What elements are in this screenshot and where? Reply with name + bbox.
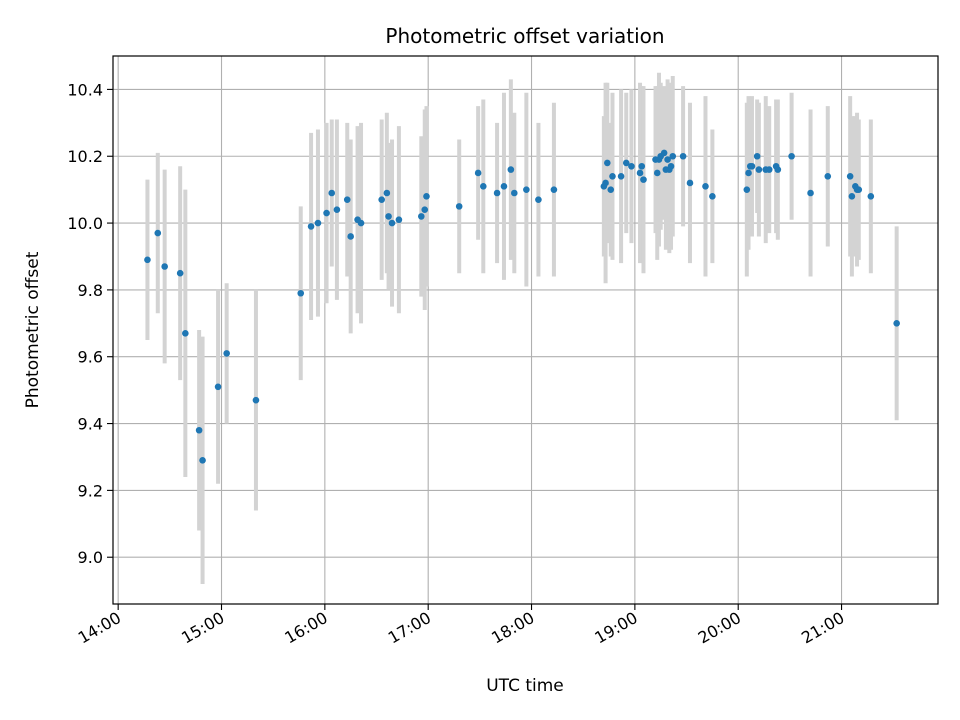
data-point — [507, 166, 515, 173]
data-point — [493, 189, 501, 197]
data-point — [702, 183, 709, 190]
data-point — [195, 426, 203, 434]
data-point — [686, 179, 694, 187]
data-point — [709, 193, 716, 200]
data-point — [550, 186, 558, 193]
data-point — [664, 156, 671, 163]
data-point — [182, 330, 189, 337]
data-point — [161, 263, 168, 270]
data-point — [523, 186, 530, 193]
data-point — [660, 149, 668, 157]
data-point — [328, 189, 336, 197]
data-point — [846, 172, 854, 180]
data-point — [667, 162, 675, 170]
data-point — [333, 206, 341, 214]
data-point — [788, 152, 795, 160]
data-point — [607, 186, 615, 193]
data-point — [535, 196, 542, 203]
data-point — [622, 159, 630, 167]
data-point — [640, 176, 647, 183]
data-point — [617, 172, 625, 180]
data-point — [357, 219, 365, 227]
data-point — [176, 269, 184, 277]
data-point — [653, 169, 661, 177]
data-point — [223, 350, 230, 357]
y-tick-label: 10.0 — [67, 214, 103, 233]
data-point — [199, 457, 206, 464]
y-tick-label: 9.6 — [78, 348, 103, 367]
y-tick-label: 9.4 — [78, 415, 103, 434]
data-point — [753, 152, 761, 160]
data-point — [144, 256, 151, 264]
data-point — [774, 166, 782, 173]
data-point — [252, 396, 260, 404]
data-point — [385, 213, 392, 220]
data-point — [765, 166, 773, 173]
data-points — [144, 149, 900, 464]
data-point — [743, 186, 751, 193]
data-point — [421, 206, 429, 214]
data-point — [347, 233, 354, 240]
data-point — [602, 179, 609, 187]
data-point — [378, 196, 385, 203]
y-tick-label: 10.2 — [67, 147, 103, 166]
data-point — [323, 209, 330, 217]
plot-frame — [112, 55, 939, 605]
data-point — [154, 229, 162, 237]
x-axis-title: UTC time — [486, 676, 564, 696]
data-point — [893, 320, 900, 327]
data-point — [807, 189, 814, 197]
data-point — [755, 166, 763, 173]
chart-title: Photometric offset variation — [385, 24, 664, 48]
data-point — [417, 213, 425, 220]
data-point — [474, 169, 482, 177]
data-point — [455, 203, 463, 210]
data-point — [855, 186, 863, 193]
data-point — [423, 193, 430, 200]
data-point — [604, 159, 611, 167]
data-point — [383, 189, 391, 197]
y-tick-label: 9.2 — [78, 481, 103, 500]
y-tick-label: 9.8 — [78, 281, 103, 300]
data-point — [500, 183, 508, 190]
data-point — [848, 193, 856, 200]
data-point — [480, 183, 487, 190]
data-point — [511, 189, 518, 197]
data-point — [297, 289, 305, 297]
data-point — [636, 169, 644, 177]
data-point — [824, 172, 832, 180]
data-point — [388, 219, 396, 227]
data-point — [628, 162, 635, 170]
y-axis-title: Photometric offset — [23, 251, 43, 408]
data-point — [669, 152, 677, 160]
y-tick-label: 10.4 — [67, 80, 103, 99]
data-point — [638, 162, 646, 170]
data-point — [748, 162, 756, 170]
data-point — [343, 196, 351, 203]
data-point — [867, 193, 875, 200]
data-point — [314, 219, 322, 227]
data-point — [395, 216, 403, 224]
y-tick-label: 9.0 — [78, 548, 103, 567]
data-point — [745, 169, 752, 177]
data-point — [609, 172, 616, 180]
data-point — [214, 383, 222, 391]
data-point — [679, 152, 687, 160]
data-point — [307, 223, 315, 230]
